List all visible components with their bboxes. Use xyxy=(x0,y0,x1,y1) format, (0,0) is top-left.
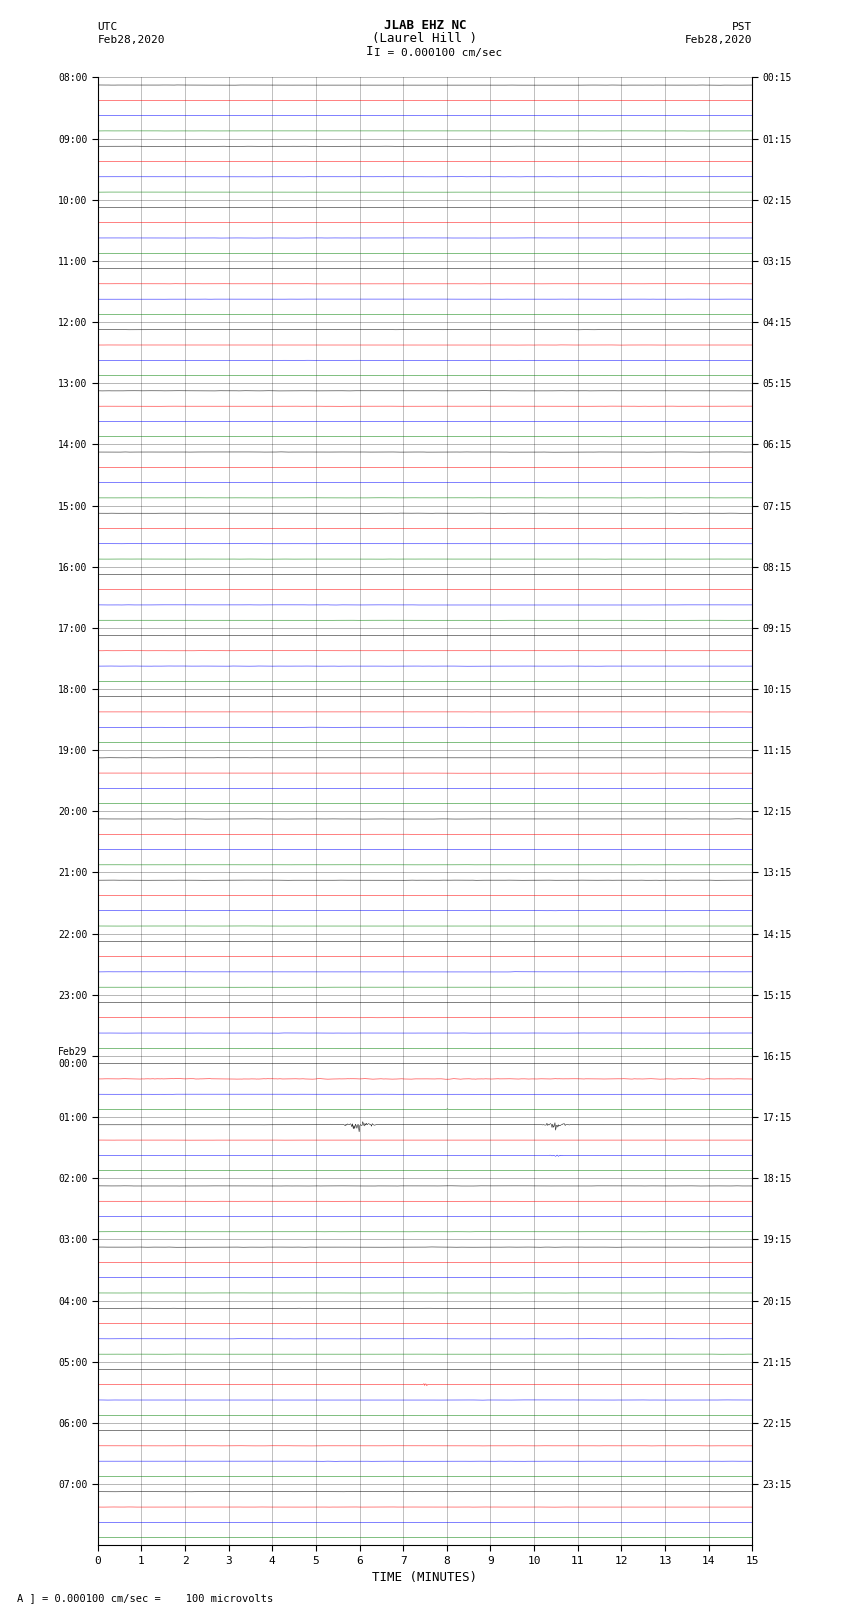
Text: PST: PST xyxy=(732,23,752,32)
Text: JLAB EHZ NC: JLAB EHZ NC xyxy=(383,19,467,32)
Text: I = 0.000100 cm/sec: I = 0.000100 cm/sec xyxy=(374,48,502,58)
Text: Feb28,2020: Feb28,2020 xyxy=(685,35,752,45)
Text: A ] = 0.000100 cm/sec =    100 microvolts: A ] = 0.000100 cm/sec = 100 microvolts xyxy=(17,1594,273,1603)
Text: Feb28,2020: Feb28,2020 xyxy=(98,35,165,45)
X-axis label: TIME (MINUTES): TIME (MINUTES) xyxy=(372,1571,478,1584)
Text: UTC: UTC xyxy=(98,23,118,32)
Text: I: I xyxy=(366,45,373,58)
Text: (Laurel Hill ): (Laurel Hill ) xyxy=(372,32,478,45)
